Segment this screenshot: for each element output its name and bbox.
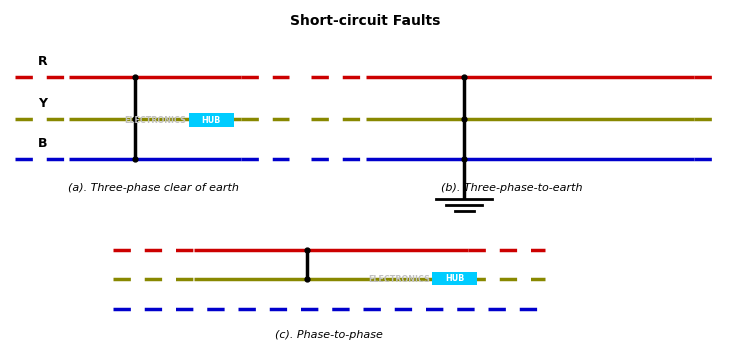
FancyBboxPatch shape [189,113,234,127]
Text: B: B [38,137,47,150]
Text: HUB: HUB [202,116,221,125]
Text: (a). Three-phase clear of earth: (a). Three-phase clear of earth [68,184,239,193]
Text: ELECTRONICS: ELECTRONICS [124,116,186,125]
Text: HUB: HUB [445,274,464,283]
Text: R: R [37,55,48,68]
Text: Y: Y [38,97,47,110]
Text: (b). Three-phase-to-earth: (b). Three-phase-to-earth [441,184,583,193]
Text: ELECTRONICS: ELECTRONICS [368,275,430,284]
Text: (c). Phase-to-phase: (c). Phase-to-phase [275,330,383,340]
Text: Short-circuit Faults: Short-circuit Faults [290,14,441,28]
FancyBboxPatch shape [432,272,477,285]
